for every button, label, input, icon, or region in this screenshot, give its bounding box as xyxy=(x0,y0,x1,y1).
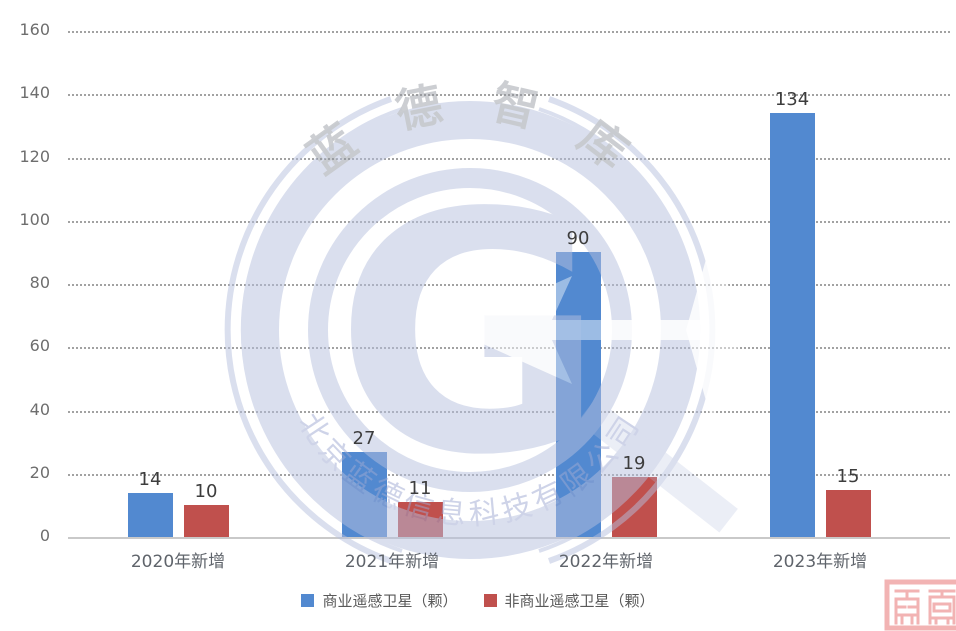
bar-series1-2020年新增 xyxy=(127,492,173,537)
y-axis-tick-label: 100 xyxy=(19,209,50,229)
legend-swatch-icon xyxy=(301,594,315,607)
x-axis-category-label: 2021年新增 xyxy=(344,552,440,572)
y-axis-tick-label: 60 xyxy=(29,336,50,356)
plot-area xyxy=(68,31,950,539)
y-axis-tick-label: 120 xyxy=(19,146,50,166)
bar-series1-2021年新增 xyxy=(341,451,387,537)
bar-series2-2021年新增 xyxy=(397,502,443,537)
y-axis: 0 20 40 60 80 100 120 140 160 xyxy=(0,20,56,545)
x-axis-category-label: 2022年新增 xyxy=(558,552,654,572)
bar-series2-2022年新增 xyxy=(611,476,657,537)
legend: 商业遥感卫星（颗） 非商业遥感卫星（颗） xyxy=(0,590,956,611)
y-axis-tick-label: 20 xyxy=(29,462,50,482)
y-axis-tick-label: 0 xyxy=(39,526,50,545)
legend-swatch-icon xyxy=(483,594,497,607)
y-axis-tick-label: 160 xyxy=(19,20,50,39)
bar-series2-2023年新增 xyxy=(825,489,871,537)
bar-series2-2020年新增 xyxy=(183,505,229,537)
gridline xyxy=(68,220,950,223)
x-axis-category-label: 2023年新增 xyxy=(772,552,868,572)
bar-series1-2023年新增 xyxy=(769,113,815,537)
y-axis-tick-label: 80 xyxy=(29,273,50,292)
legend-item: 非商业遥感卫星（颗） xyxy=(483,590,655,611)
x-axis-category-label: 2020年新增 xyxy=(130,552,226,572)
gridline xyxy=(68,347,950,350)
gridline xyxy=(68,31,950,33)
legend-label: 非商业遥感卫星（颗） xyxy=(504,592,655,610)
gridline xyxy=(68,94,950,97)
gridline xyxy=(68,157,950,160)
gridline xyxy=(68,410,950,413)
gridline xyxy=(68,473,950,476)
y-axis-tick-label: 40 xyxy=(29,399,50,419)
bar-series1-2022年新增 xyxy=(555,252,601,537)
legend-label: 商业遥感卫星（颗） xyxy=(322,592,458,610)
gridline xyxy=(68,284,950,286)
legend-item: 商业遥感卫星（颗） xyxy=(301,590,458,611)
x-axis: 2020年新增 2021年新增 2022年新增 2023年新增 xyxy=(68,547,950,572)
y-axis-tick-label: 140 xyxy=(19,83,50,103)
